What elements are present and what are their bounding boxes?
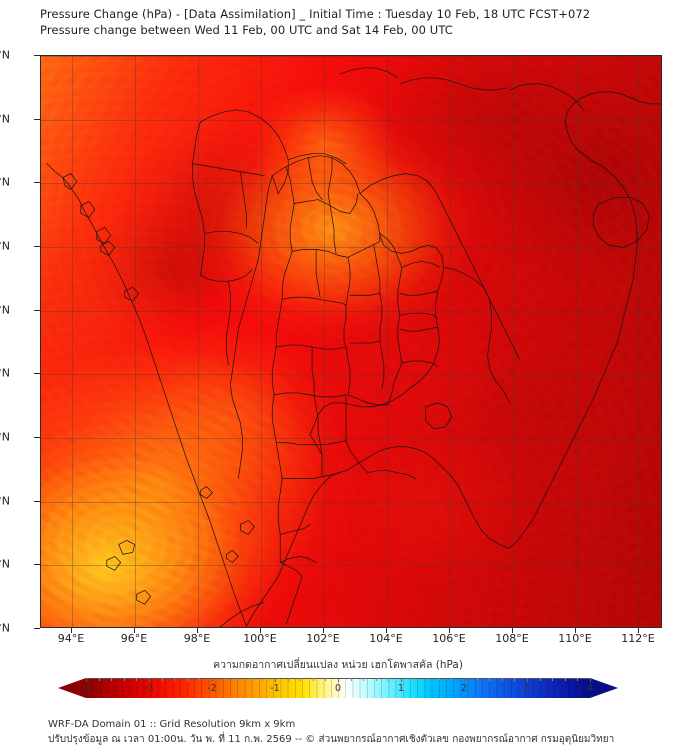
ytick-label: 22°N xyxy=(0,48,10,62)
xtick-label: 108°E xyxy=(495,632,529,645)
colorbar-tick-label: 0 xyxy=(334,683,342,694)
colorbar-tick-label: -1 xyxy=(270,683,280,694)
ytick-label: 16°N xyxy=(0,239,10,253)
footer-line-1: WRF-DA Domain 01 :: Grid Resolution 9km … xyxy=(48,719,296,730)
colorbar-gradient xyxy=(86,678,590,698)
colorbar-discrete-levels xyxy=(86,678,590,698)
xtick-label: 110°E xyxy=(558,632,592,645)
ytick-label: 6°N xyxy=(0,557,10,571)
colorbar-tick-label: -2 xyxy=(207,683,217,694)
colorbar-tick-label: -3 xyxy=(144,683,154,694)
colorbar-tick-label: 2 xyxy=(460,683,468,694)
xtick-label: 104°E xyxy=(369,632,403,645)
colorbar-tick-label: 3 xyxy=(523,683,531,694)
map-plot-area[interactable] xyxy=(40,55,662,628)
colorbar-title: ความกดอากาศเปลี่ยนแปลง หน่วย เฮกโตพาสคัล… xyxy=(213,659,463,671)
colorbar-tick-label: 1 xyxy=(397,683,405,694)
colorbar-extend-max-arrow xyxy=(590,678,618,698)
xtick-label: 98°E xyxy=(183,632,211,645)
pressure-field-base xyxy=(41,56,661,627)
colorbar: ความกดอากาศเปลี่ยนแปลง หน่วย เฮกโตพาสคัล… xyxy=(0,658,676,698)
ytick-label: 14°N xyxy=(0,303,10,317)
chart-title-block: Pressure Change (hPa) - [Data Assimilati… xyxy=(40,6,660,38)
colorbar-tick-label: -4 xyxy=(81,683,91,694)
footer-line-2: ปรับปรุงข้อมูล ณ เวลา 01:00น. วัน พ. ที่… xyxy=(48,734,615,745)
ytick-label: 20°N xyxy=(0,112,10,126)
ytick-label: 4°N xyxy=(0,621,10,635)
footer-block: WRF-DA Domain 01 :: Grid Resolution 9km … xyxy=(48,717,668,747)
xtick-label: 106°E xyxy=(432,632,466,645)
title-line-1: Pressure Change (hPa) - [Data Assimilati… xyxy=(40,7,591,21)
ytick-label: 8°N xyxy=(0,494,10,508)
ytick-label: 12°N xyxy=(0,366,10,380)
xtick-label: 100°E xyxy=(243,632,277,645)
xtick-label: 112°E xyxy=(621,632,655,645)
ytick-label: 10°N xyxy=(0,430,10,444)
colorbar-tick-label: 4 xyxy=(586,683,594,694)
xtick-label: 102°E xyxy=(306,632,340,645)
pressure-field-raster xyxy=(41,56,661,627)
ytick-label: 18°N xyxy=(0,175,10,189)
xtick-label: 94°E xyxy=(57,632,85,645)
xtick-label: 96°E xyxy=(120,632,148,645)
pressure-field-contour-bands xyxy=(41,56,661,627)
coastline-and-border-overlay xyxy=(46,67,661,627)
colorbar-strip[interactable] xyxy=(58,678,618,698)
title-line-2: Pressure change between Wed 11 Feb, 00 U… xyxy=(40,23,453,37)
